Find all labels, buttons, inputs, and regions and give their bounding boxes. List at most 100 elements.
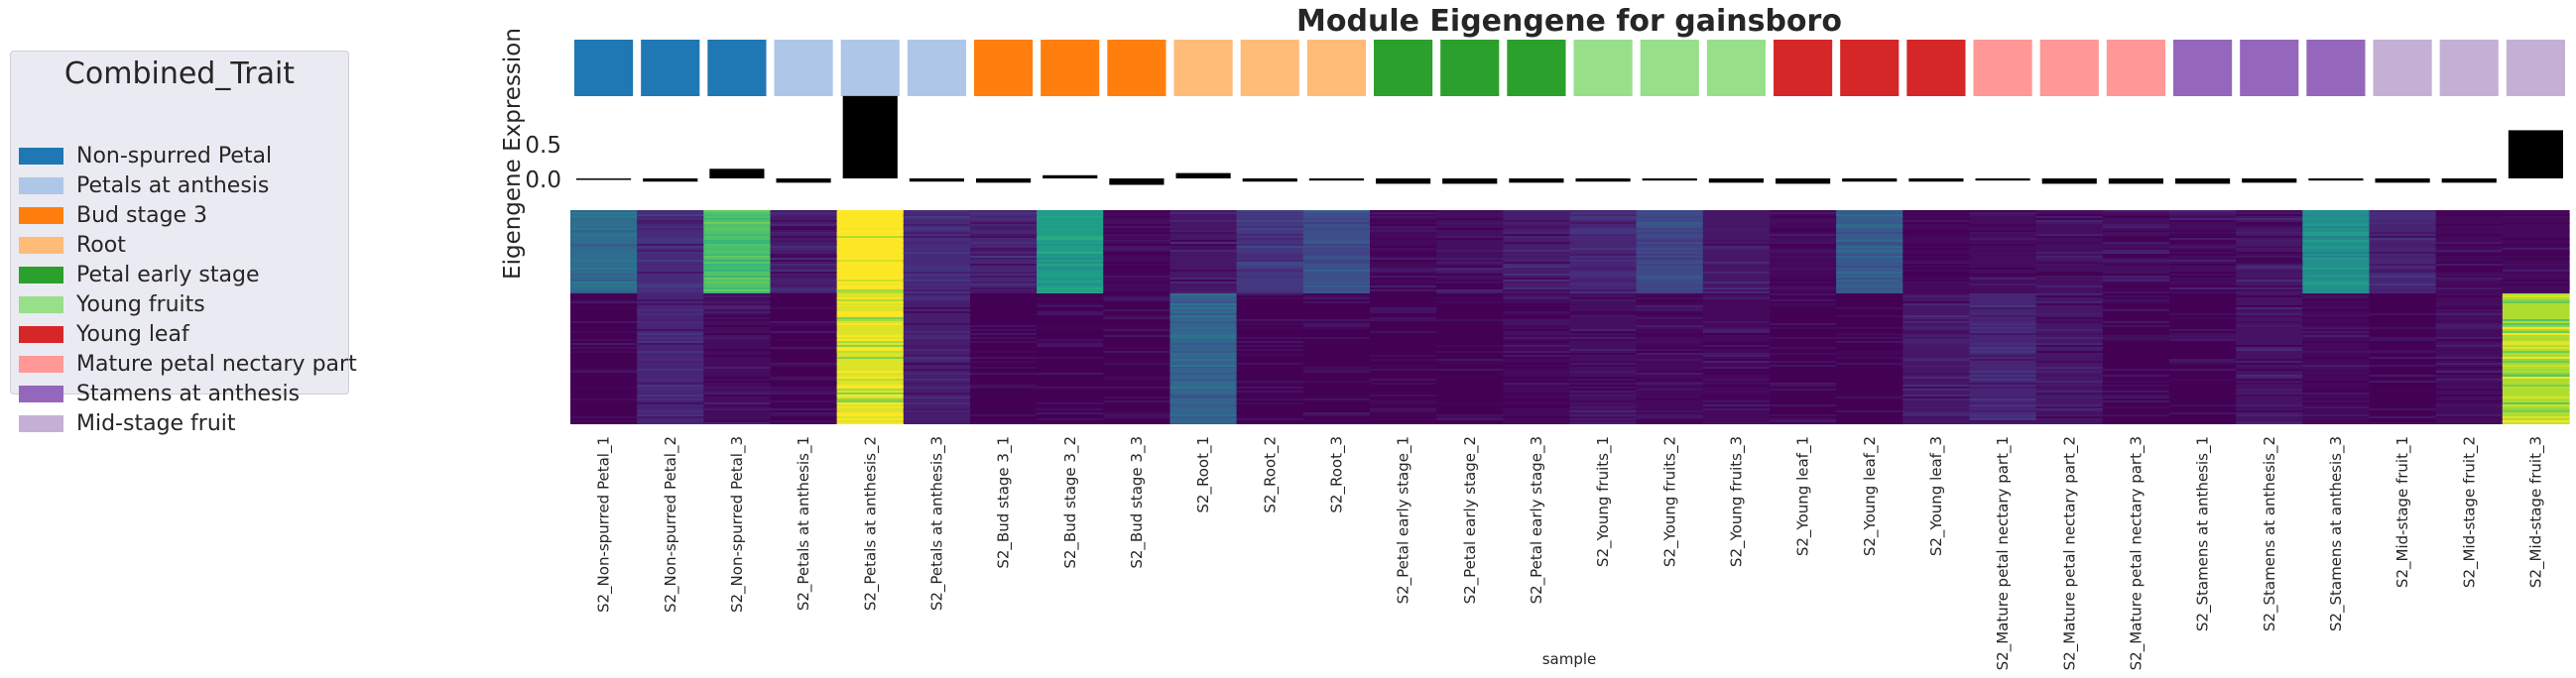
sample-tick-label: S2_Mature petal nectary part_2 [2060,436,2079,670]
trait-color-cell [1573,40,1633,96]
legend-swatch [19,237,63,254]
eigengene-bar [576,178,632,180]
trait-color-cell [2173,40,2233,96]
sample-tick-label: S2_Petal early stage_1 [1395,436,1413,604]
expression-heatmap [570,210,2570,424]
sample-tick-label: S2_Root_2 [1261,436,1280,513]
sample-tick-label: S2_Young fruits_1 [1594,436,1613,567]
trait-color-cell [1240,40,1299,96]
trait-color-row [574,40,2565,96]
legend-label: Non-spurred Petal [76,144,273,169]
trait-color-cell [1906,40,1966,96]
sample-tick-label: S2_Young leaf_1 [1794,436,1813,556]
trait-color-cell [1173,40,1233,96]
eigengene-bar [1242,178,1297,182]
trait-color-cell [2240,40,2299,96]
trait-color-cell [1973,40,2032,96]
x-axis-label: sample [1542,650,1597,668]
sample-tick-label: S2_Bud stage 3_1 [995,436,1014,569]
sample-tick-label: S2_Petals at anthesis_3 [927,436,946,611]
legend-swatch [19,177,63,194]
sample-tick-label: S2_Mid-stage fruit_3 [2526,436,2545,588]
eigengene-bar [643,178,698,182]
sample-tick-label: S2_Stamens at anthesis_1 [2194,436,2213,631]
trait-color-cell [907,40,966,96]
eigengene-bar [2041,178,2097,184]
legend-label: Stamens at anthesis [76,382,301,406]
eigengene-bar [1308,178,1364,181]
eigengene-bar [2308,178,2364,181]
sample-tick-label: S2_Root_1 [1194,436,1213,513]
trait-color-cell [707,40,767,96]
trait-color-cell [2306,40,2366,96]
eigengene-bar [976,178,1032,183]
eigengene-bar [709,169,765,178]
sample-tick-label: S2_Bud stage 3_3 [1128,436,1147,569]
sample-tick-label: S2_Petal early stage_3 [1528,436,1546,604]
sample-tick-label: S2_Young fruits_3 [1727,436,1746,567]
eigengene-bar [1708,178,1764,183]
eigengene-bar [2375,178,2430,183]
trait-color-cell [2373,40,2432,96]
legend-swatch [19,296,63,313]
eigengene-bar [1908,178,1964,182]
legend-label: Young fruits [76,292,205,317]
trait-color-cell [1041,40,1100,96]
sample-tick-label: S2_Young leaf_2 [1861,436,1880,556]
eigengene-bar [1376,178,1431,184]
eigengene-bar [1109,178,1165,185]
y-tick-label-0.5: 0.5 [525,133,561,159]
trait-color-cell [2039,40,2099,96]
sample-tick-label: S2_Non-spurred Petal_2 [662,436,680,613]
legend: Combined_Trait Non-spurred Petal Petals a… [10,51,357,436]
legend-swatch [19,326,63,343]
legend-label: Petals at anthesis [76,173,270,198]
sample-tick-label: S2_Bud stage 3_2 [1061,436,1080,569]
legend-label: Young leaf [76,322,189,347]
y-axis-label: Eigengene Expression [500,28,526,280]
legend-label: Mature petal nectary part [76,352,357,377]
trait-color-cell [1706,40,1766,96]
trait-color-cell [1640,40,1699,96]
heatmap-cell [2102,293,2170,424]
eigengene-bar [1175,172,1231,178]
y-tick-label-0.0: 0.0 [525,168,561,193]
legend-swatch [19,356,63,373]
sample-tick-label: S2_Petals at anthesis_2 [861,436,880,611]
eigengene-bar [842,95,898,178]
sample-tick-label: S2_Young leaf_3 [1927,436,1946,556]
trait-color-cell [1306,40,1366,96]
trait-color-cell [774,40,833,96]
trait-color-cell [2506,40,2565,96]
legend-swatch [19,415,63,432]
eigengene-bar [2441,178,2497,183]
legend-label: Root [76,233,126,258]
legend-label: Bud stage 3 [76,203,208,228]
eigengene-bar [1842,178,1898,182]
sample-tick-label: S2_Non-spurred Petal_3 [728,436,747,613]
sample-tick-label: S2_Mature petal nectary part_3 [2127,436,2146,670]
legend-swatch [19,267,63,283]
eigengene-bar [1975,178,2030,181]
eigengene-bar [1509,178,1564,183]
eigengene-bar [2108,178,2163,184]
trait-color-cell [1440,40,1500,96]
legend-swatch [19,207,63,224]
sample-tick-label: S2_Mature petal nectary part_1 [1994,436,2013,670]
sample-tick-label: S2_Stamens at anthesis_2 [2261,436,2279,631]
eigengene-bars [576,95,2563,185]
eigengene-bar [1442,178,1498,184]
legend-swatch [19,386,63,402]
eigengene-bar [1575,178,1631,182]
eigengene-bar [909,178,964,182]
chart-title: Module Eigengene for gainsboro [1296,4,1842,39]
eigengene-bar [1776,178,1831,184]
trait-color-cell [2439,40,2499,96]
sample-tick-label: S2_Non-spurred Petal_1 [595,436,614,613]
sample-tick-label: S2_Mid-stage fruit_1 [2393,436,2412,588]
sample-tick-label: S2_Petal early stage_2 [1461,436,1480,604]
sample-tick-label: S2_Mid-stage fruit_2 [2460,436,2479,588]
trait-color-cell [840,40,900,96]
trait-color-cell [1507,40,1566,96]
